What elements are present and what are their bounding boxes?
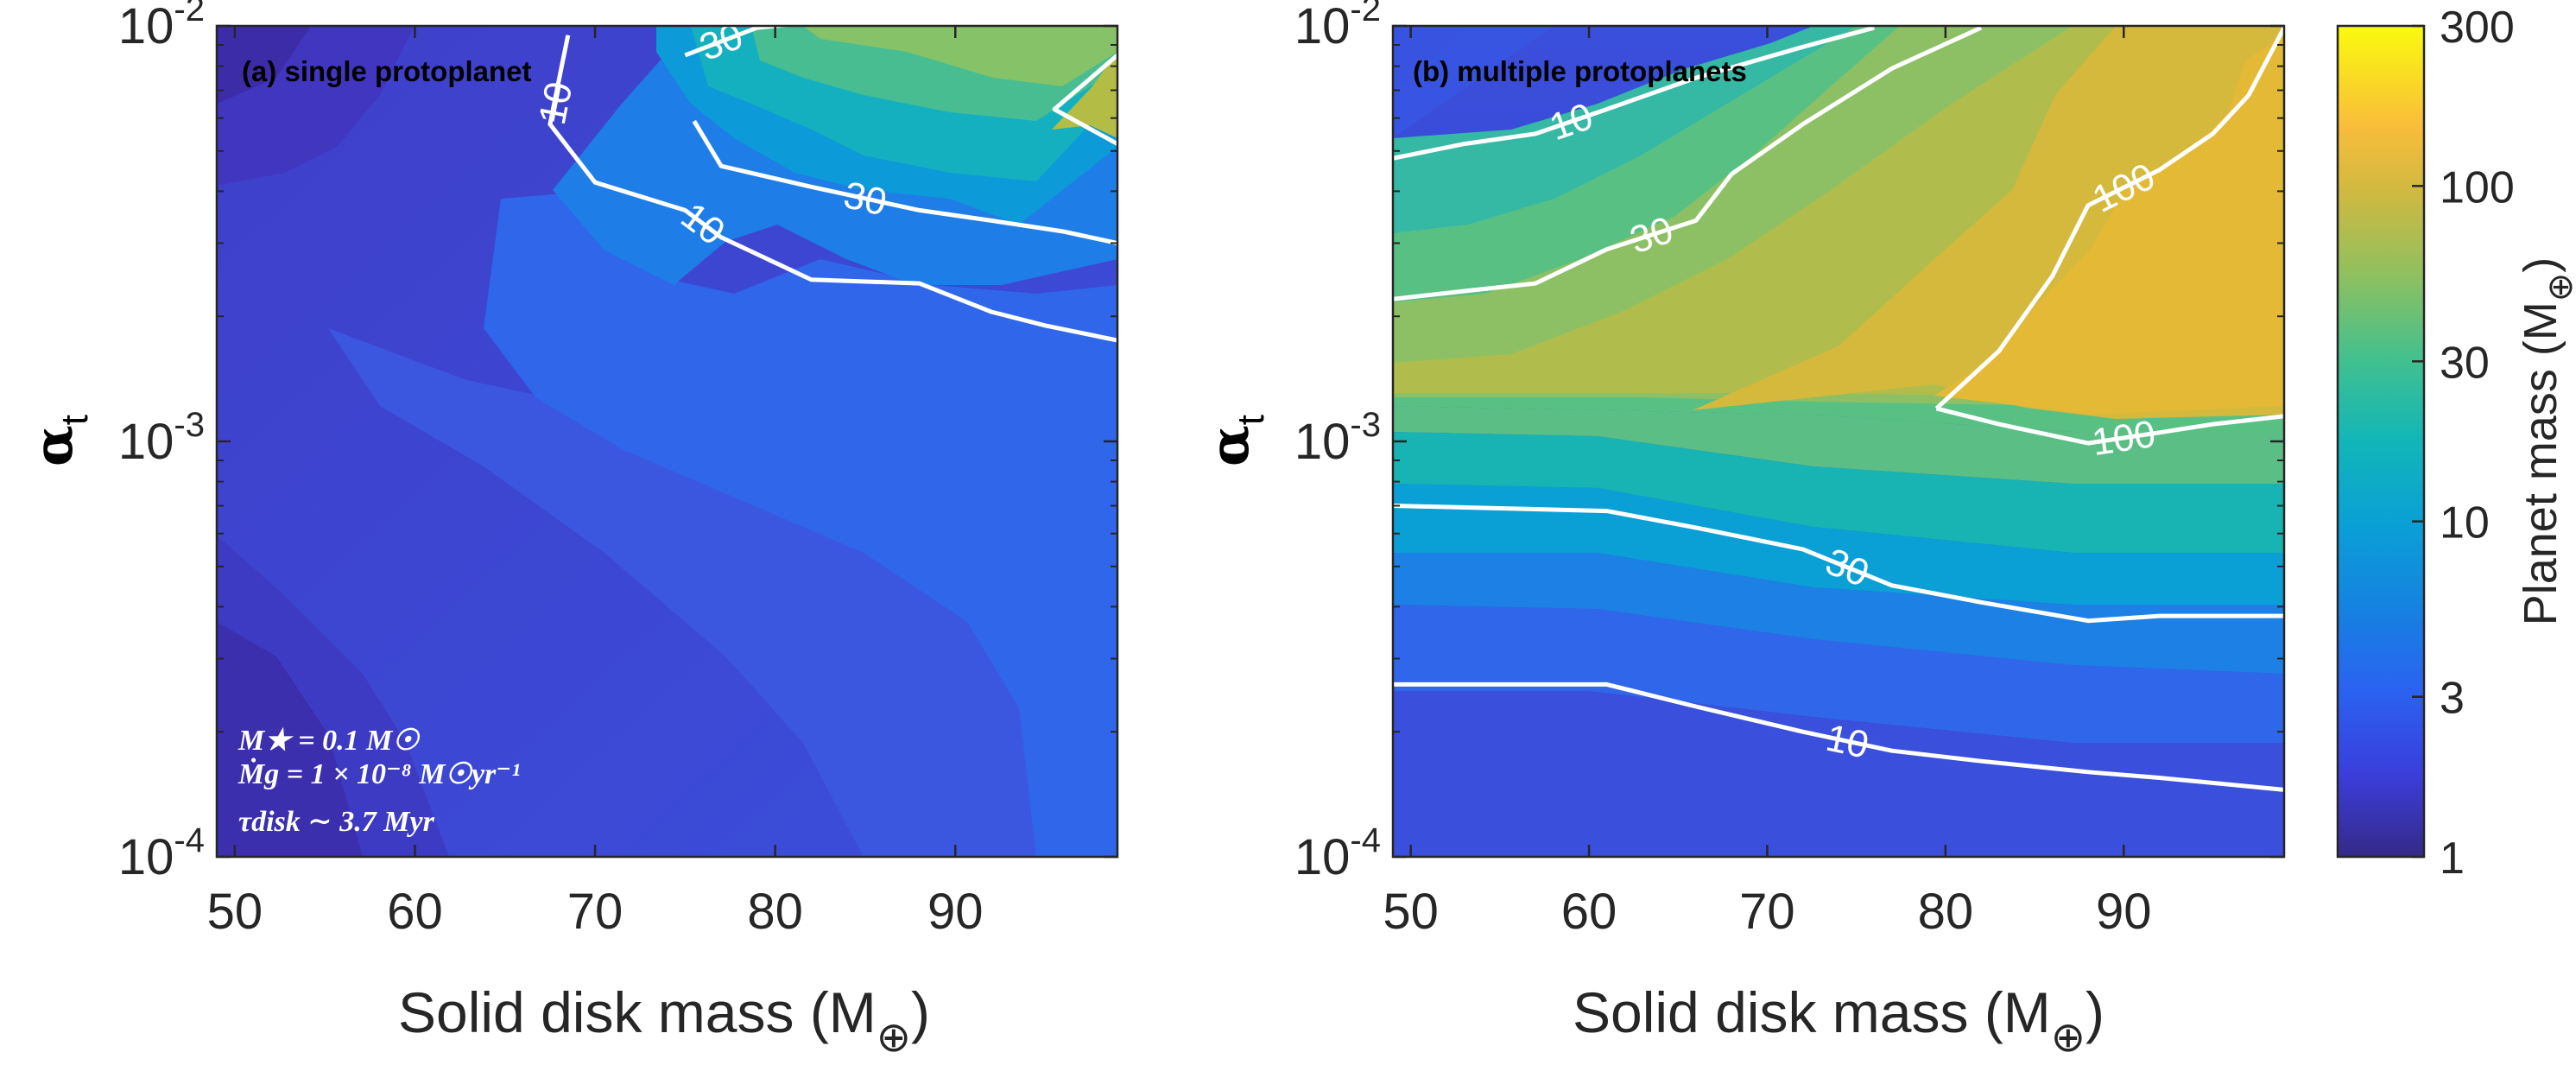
colorbar-tick-label: 300 bbox=[2440, 3, 2515, 53]
contour-line-30 bbox=[1393, 504, 2284, 624]
colorbar-ticks: 300 100 30 10 3 1 bbox=[2412, 3, 2515, 884]
panel-a-y-axis-title: αt bbox=[22, 415, 96, 466]
contour-line-30 bbox=[1393, 26, 1983, 301]
contour-line-10 bbox=[1393, 26, 1875, 161]
contour-label: 100 bbox=[2089, 413, 2158, 464]
x-tick-label: 80 bbox=[747, 884, 803, 940]
colorbar-tick-label: 1 bbox=[2440, 834, 2465, 884]
panel-a-filled-contours bbox=[217, 26, 1117, 857]
y-tick-label: 10-3 bbox=[118, 406, 205, 470]
contour-line-100 bbox=[1052, 54, 1117, 146]
colorbar-box bbox=[2336, 24, 2426, 859]
x-tick-label: 90 bbox=[2096, 884, 2152, 940]
panel-a-label: (a) single protoplanet bbox=[242, 55, 532, 87]
colorbar-gradient bbox=[2338, 26, 2424, 857]
x-tick-label: 90 bbox=[927, 884, 984, 940]
contour-label: 10 bbox=[1822, 717, 1872, 767]
x-tick-label: 50 bbox=[207, 884, 263, 940]
y-tick-label: 10-4 bbox=[1294, 821, 1381, 885]
x-tick-label: 60 bbox=[387, 884, 443, 940]
colorbar-tick-label: 100 bbox=[2440, 162, 2515, 212]
colorbar-tick-label: 3 bbox=[2440, 674, 2465, 724]
annotation-disk-lifetime: τdisk ∼ 3.7 Myr bbox=[238, 806, 435, 838]
y-tick-label: 10-3 bbox=[1294, 406, 1381, 470]
contour-label: 30 bbox=[840, 174, 890, 224]
panel-b-ticks: 50 60 70 80 90 10-2 10-3 10-4 bbox=[1294, 0, 2284, 940]
contour-line-100 bbox=[1934, 26, 2284, 410]
y-tick-label: 10-2 bbox=[1294, 0, 1381, 54]
x-tick-label: 50 bbox=[1383, 884, 1439, 940]
panel-b-filled-contours bbox=[1393, 26, 2284, 857]
annotation-stellar-mass: M★ = 0.1 M☉ bbox=[237, 725, 421, 757]
panel-b-x-axis-title: Solid disk mass (M⊕) bbox=[1573, 980, 2104, 1061]
annotation-gas-accretion-rate: Ṁg = 1 × 10⁻⁸ M☉yr⁻¹ bbox=[237, 758, 520, 790]
x-tick-label: 70 bbox=[1739, 884, 1795, 940]
contour-line-30 bbox=[692, 119, 1117, 245]
panel-b-label: (b) multiple protoplanets bbox=[1413, 55, 1747, 87]
panel-a-annotations: M★ = 0.1 M☉ Ṁg = 1 × 10⁻⁸ M☉yr⁻¹ τdisk ∼… bbox=[237, 725, 520, 838]
colorbar-tick-label: 30 bbox=[2440, 338, 2490, 388]
x-tick-label: 80 bbox=[1918, 884, 1974, 940]
y-tick-label: 10-2 bbox=[118, 0, 205, 54]
colorbar-title: Planet mass (M⊕) bbox=[2515, 257, 2576, 626]
x-tick-label: 70 bbox=[567, 884, 623, 940]
contour-line-10 bbox=[549, 85, 561, 122]
contour-label: 10 bbox=[531, 79, 581, 129]
contour-line-30 bbox=[684, 26, 794, 58]
panel-a-x-axis-title: Solid disk mass (M⊕) bbox=[398, 980, 930, 1061]
x-tick-label: 60 bbox=[1561, 884, 1617, 940]
contour-line-10 bbox=[1393, 681, 2284, 792]
contour-line-100 bbox=[1935, 406, 2284, 446]
colorbar: 300 100 30 10 3 1 Planet mass (M⊕) bbox=[2336, 3, 2576, 884]
y-tick-label: 10-4 bbox=[118, 821, 205, 885]
panel-b-y-axis-title: αt bbox=[1198, 415, 1272, 466]
colorbar-tick-label: 10 bbox=[2440, 498, 2490, 548]
panel-a-ticks: 50 60 70 80 90 10-2 10-3 10-4 bbox=[118, 0, 1117, 940]
